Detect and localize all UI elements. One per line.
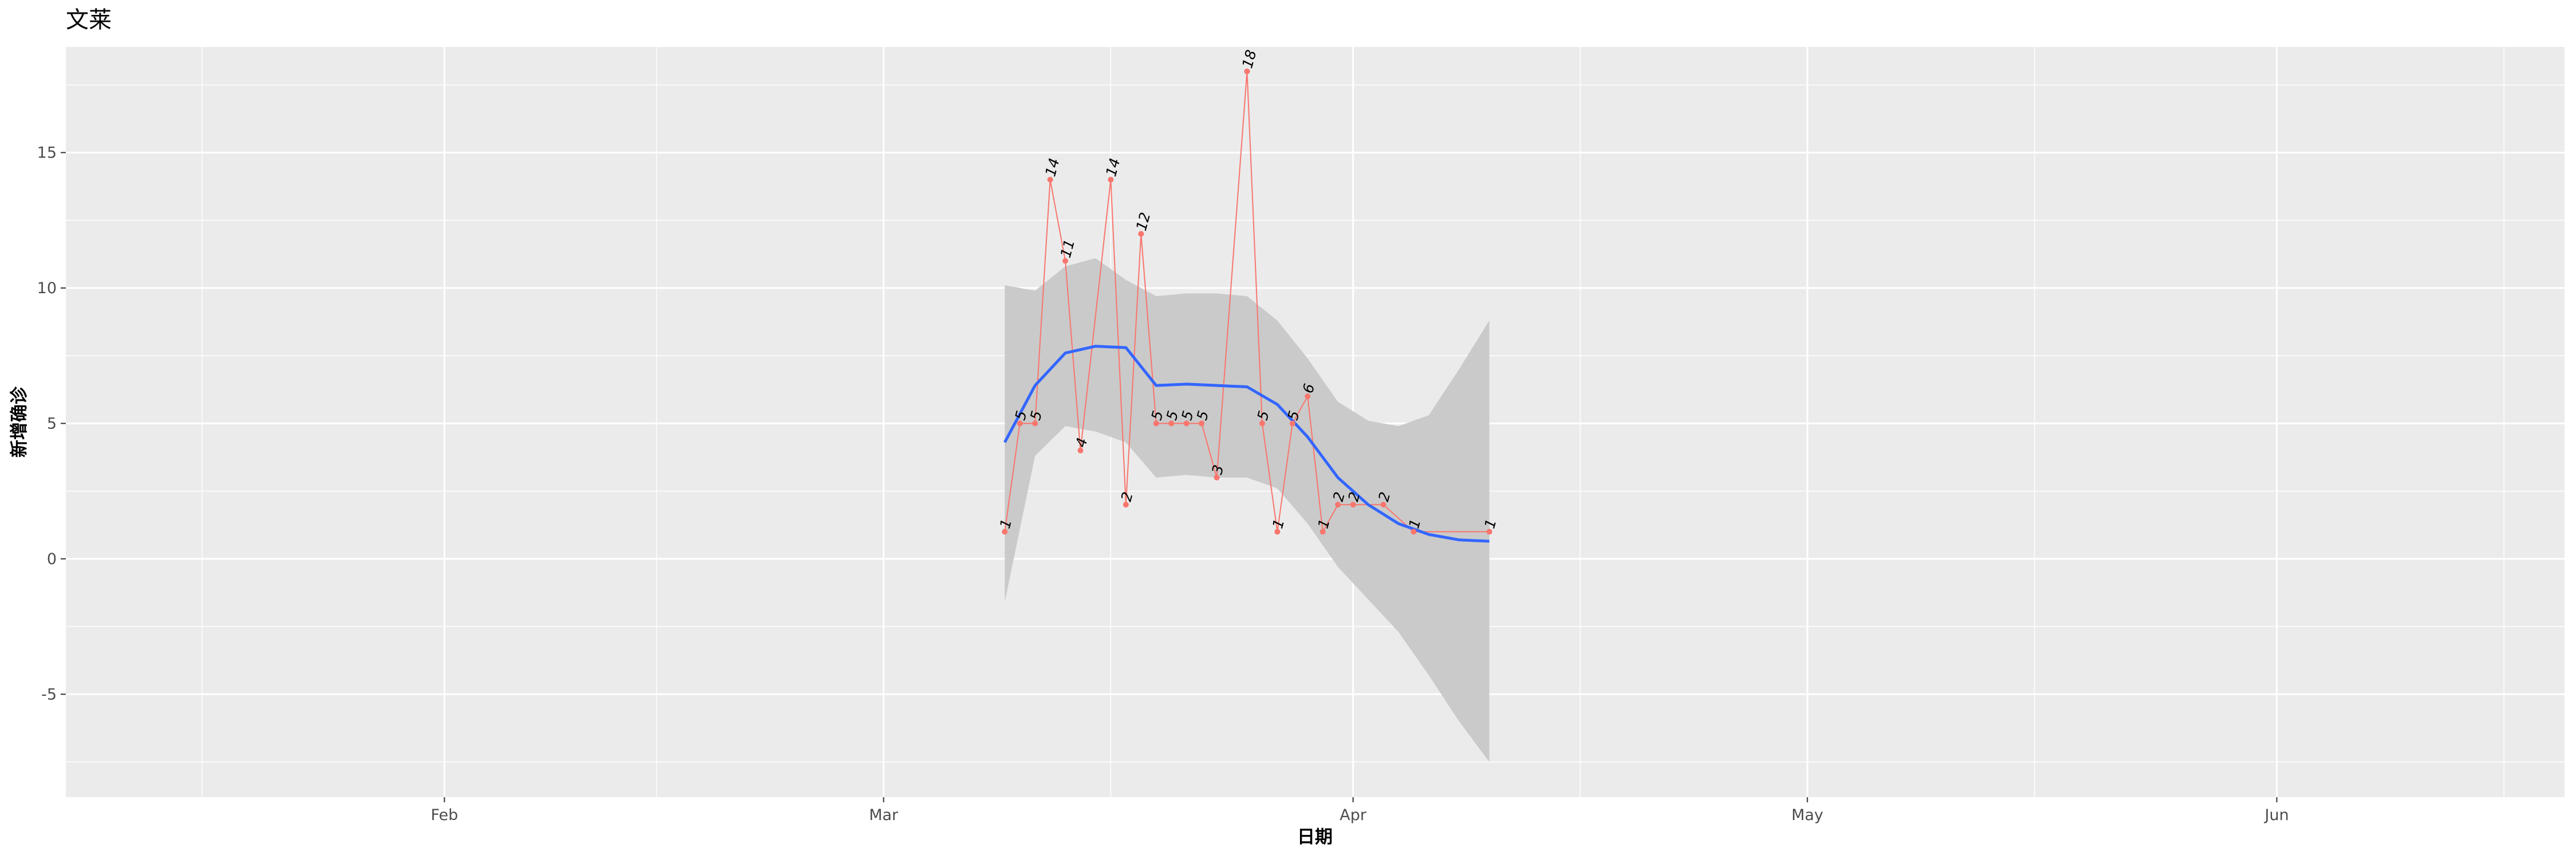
y-tick-label: 5 — [47, 415, 57, 432]
data-label: 6 — [1299, 382, 1318, 395]
data-label: 5 — [1148, 409, 1167, 422]
x-tick-label: Jun — [2263, 806, 2289, 824]
minor-gridlines — [66, 47, 2565, 797]
data-point — [1244, 68, 1250, 74]
x-tick-label: Apr — [1340, 806, 1367, 824]
x-tick-label: May — [1791, 806, 1823, 824]
data-label: 5 — [1254, 409, 1273, 422]
data-point — [1002, 529, 1008, 535]
data-point — [1305, 393, 1311, 400]
data-label: 5 — [1194, 409, 1212, 422]
data-point — [1183, 420, 1190, 427]
y-tick-label: 10 — [37, 279, 57, 297]
data-label: 1 — [1269, 517, 1287, 530]
data-point — [1138, 231, 1144, 237]
data-point — [1153, 420, 1159, 427]
data-label: 2 — [1330, 490, 1348, 503]
confidence-band-layer — [1005, 258, 1490, 762]
data-point — [1380, 502, 1386, 508]
data-label: 1 — [1405, 517, 1424, 530]
data-point — [1274, 529, 1281, 535]
data-point — [1077, 447, 1084, 454]
x-axis-title: 日期 — [1297, 827, 1333, 848]
x-tick-label: Feb — [430, 806, 458, 824]
data-label: 5 — [1163, 409, 1182, 422]
data-label: 2 — [1118, 490, 1136, 503]
data-point — [1259, 420, 1265, 427]
data-label: 4 — [1072, 436, 1091, 449]
data-point — [1350, 502, 1356, 508]
data-label: 1 — [997, 517, 1015, 530]
x-axis: Feb Mar Apr May Jun — [430, 797, 2289, 824]
data-label: 5 — [1027, 409, 1045, 422]
data-point — [1123, 502, 1129, 508]
data-point — [1199, 420, 1205, 427]
data-label: 5 — [1012, 409, 1030, 422]
data-label: 5 — [1178, 409, 1196, 422]
data-point — [1108, 176, 1114, 183]
data-point — [1319, 529, 1326, 535]
smooth-layer — [1003, 345, 1490, 543]
data-point — [1335, 502, 1341, 508]
chart-title: 文莱 — [66, 7, 112, 33]
data-label: 2 — [1345, 490, 1363, 503]
data-label: 2 — [1375, 490, 1393, 503]
data-point — [1411, 529, 1417, 535]
data-label: 3 — [1208, 463, 1227, 476]
data-label: 1 — [1481, 517, 1500, 530]
data-point — [1062, 258, 1068, 264]
confidence-band — [1005, 258, 1490, 762]
y-axis: -5 0 5 10 15 — [37, 144, 66, 703]
smooth-line — [1003, 345, 1490, 543]
data-point — [1168, 420, 1175, 427]
points-layer — [1002, 68, 1492, 535]
y-axis-title: 新增确诊 — [9, 386, 30, 458]
y-tick-label: 0 — [47, 550, 57, 568]
data-point — [1017, 420, 1023, 427]
data-point — [1032, 420, 1038, 427]
data-point — [1289, 420, 1295, 427]
y-tick-label: 15 — [37, 144, 57, 161]
y-tick-label: -5 — [41, 685, 57, 703]
data-point — [1047, 176, 1053, 183]
data-point — [1486, 529, 1492, 535]
data-point — [1214, 474, 1220, 480]
data-label: 1 — [1315, 517, 1333, 530]
data-label: 5 — [1285, 409, 1303, 422]
x-tick-label: Mar — [869, 806, 899, 824]
